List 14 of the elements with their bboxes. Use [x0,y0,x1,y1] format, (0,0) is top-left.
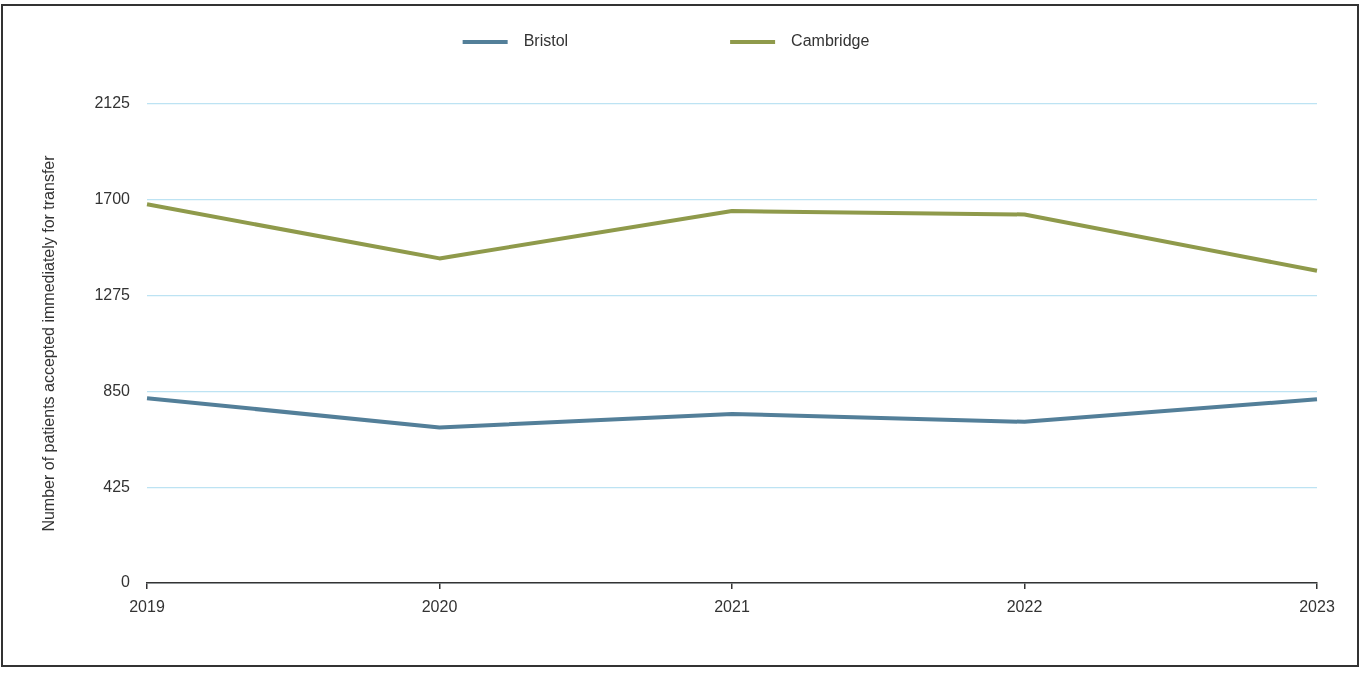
x-tick-label: 2023 [1299,598,1335,616]
y-tick-label: 2125 [94,94,131,112]
y-tick-label: 1275 [94,286,131,304]
legend-label: Cambridge [791,32,870,50]
legend-label: Bristol [523,32,569,50]
x-tick-label: 2019 [129,598,165,616]
y-tick-label: 850 [103,381,131,399]
y-tick-label: 0 [121,573,131,591]
x-tick-label: 2020 [421,598,458,616]
y-tick-label: 425 [103,477,131,495]
x-tick-label: 2021 [714,598,750,616]
y-tick-label: 1700 [94,190,131,208]
y-axis-title: Number of patients accepted immediately for transfer [40,154,58,532]
x-tick-label: 2022 [1006,598,1043,616]
